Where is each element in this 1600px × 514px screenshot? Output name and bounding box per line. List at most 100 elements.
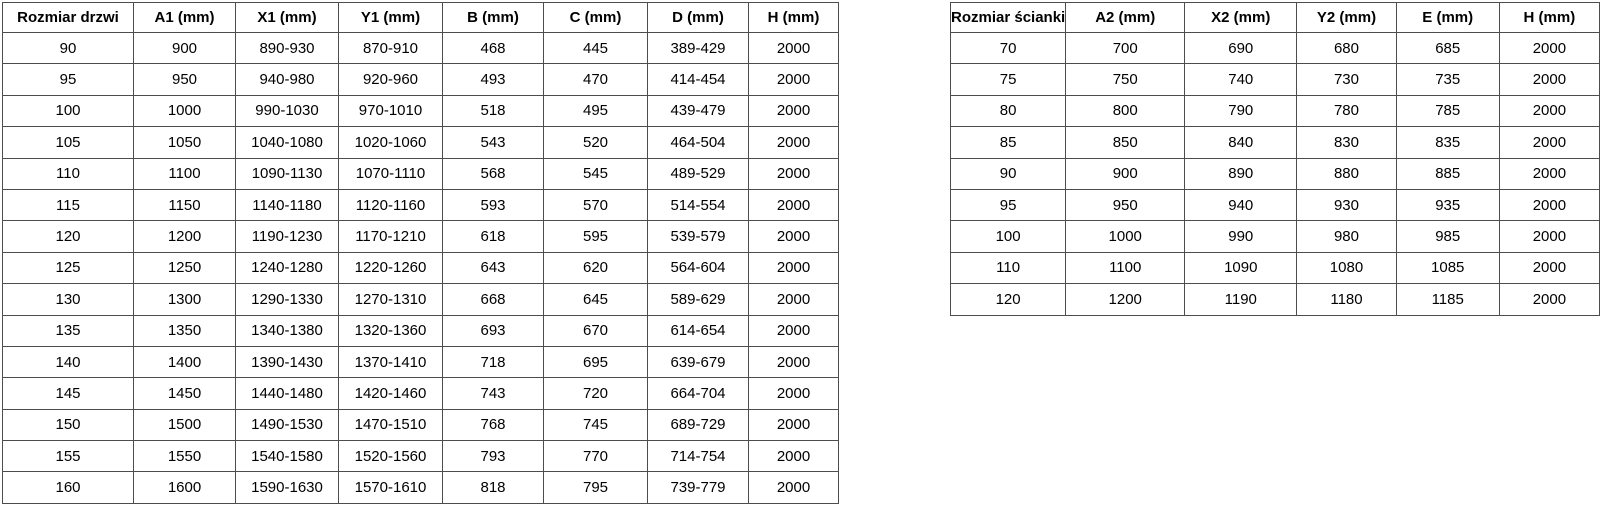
table-cell: 130 — [2, 283, 134, 316]
table-cell: 1120-1160 — [338, 188, 443, 222]
table-row: 115 1150 1140-1180 1120-1160 593 570 514-554 20… — [2, 188, 839, 222]
table-cell: 140 — [2, 345, 134, 379]
table-cell: 2000 — [1498, 94, 1600, 128]
table-cell: 1000 — [1065, 220, 1186, 253]
table-row: 110 1100 1090-1130 1070-1110 568 545 489-529 20… — [2, 157, 839, 190]
table-cell: 830 — [1296, 126, 1397, 159]
table-cell: 1220-1260 — [338, 251, 443, 285]
table-cell: 1185 — [1395, 283, 1500, 316]
table-cell: 120 — [949, 283, 1067, 316]
table-cell: 990 — [1184, 220, 1298, 253]
table-cell: 900 — [133, 31, 236, 65]
header-cell: E (mm) — [1395, 2, 1500, 33]
table-row: 150 1500 1490-1530 1470-1510 768 745 689-729 20… — [2, 408, 839, 442]
table-cell: 100 — [949, 220, 1067, 253]
header-cell: X2 (mm) — [1184, 2, 1298, 33]
table-cell: 90 — [949, 157, 1067, 190]
table-cell: 718 — [442, 345, 544, 379]
table-cell: 80 — [949, 94, 1067, 128]
table-cell: 1070-1110 — [338, 157, 443, 190]
table-cell: 739-779 — [647, 471, 749, 504]
table-cell: 2000 — [748, 31, 839, 65]
table-cell: 1490-1530 — [235, 408, 339, 442]
table-cell: 593 — [442, 188, 544, 222]
table-cell: 2000 — [748, 408, 839, 442]
table-row: 90 900 890 880 885 2000 — [949, 157, 1600, 190]
table-cell: 1340-1380 — [235, 314, 339, 347]
table-row: 95 950 940 930 935 2000 — [949, 188, 1600, 222]
table-cell: 120 — [2, 220, 134, 253]
header-cell: D (mm) — [647, 2, 749, 33]
table-row: 145 1450 1440-1480 1420-1460 743 720 664-704 20… — [2, 377, 839, 410]
table-cell: 768 — [442, 408, 544, 442]
door-table-header-row: Rozmiar drzwi A1 (mm) X1 (mm) Y1 (mm) B (mm)… — [2, 2, 839, 33]
table-cell: 1240-1280 — [235, 251, 339, 285]
table-cell: 495 — [543, 94, 648, 128]
table-cell: 890-930 — [235, 31, 339, 65]
header-cell: B (mm) — [442, 2, 544, 33]
table-cell: 1590-1630 — [235, 471, 339, 504]
table-row: 140 1400 1390-1430 1370-1410 718 695 639-679 20… — [2, 345, 839, 379]
table-cell: 785 — [1395, 94, 1500, 128]
table-cell: 545 — [543, 157, 648, 190]
table-cell: 1000 — [133, 94, 236, 128]
table-cell: 468 — [442, 31, 544, 65]
table-cell: 1270-1310 — [338, 283, 443, 316]
wall-table-body: 70 700 690 680 685 2000 75 750 740 730 735 2000 80 80… — [949, 31, 1600, 316]
table-cell: 520 — [543, 126, 648, 159]
table-cell: 570 — [543, 188, 648, 222]
table-cell: 980 — [1296, 220, 1397, 253]
table-cell: 930 — [1296, 188, 1397, 222]
table-cell: 735 — [1395, 63, 1500, 96]
table-cell: 670 — [543, 314, 648, 347]
table-cell: 639-679 — [647, 345, 749, 379]
header-cell: A1 (mm) — [133, 2, 236, 33]
table-cell: 1190 — [1184, 283, 1298, 316]
table-cell: 1090-1130 — [235, 157, 339, 190]
table-cell: 2000 — [1498, 220, 1600, 253]
table-cell: 445 — [543, 31, 648, 65]
table-row: 130 1300 1290-1330 1270-1310 668 645 589-629 20… — [2, 283, 839, 316]
table-cell: 664-704 — [647, 377, 749, 410]
table-cell: 589-629 — [647, 283, 749, 316]
table-row: 120 1200 1190-1230 1170-1210 618 595 539-579 20… — [2, 220, 839, 253]
table-cell: 75 — [949, 63, 1067, 96]
table-cell: 1140-1180 — [235, 188, 339, 222]
table-cell: 668 — [442, 283, 544, 316]
table-cell: 2000 — [748, 157, 839, 190]
table-cell: 1350 — [133, 314, 236, 347]
table-cell: 1190-1230 — [235, 220, 339, 253]
table-cell: 539-579 — [647, 220, 749, 253]
table-cell: 950 — [133, 63, 236, 96]
table-cell: 835 — [1395, 126, 1500, 159]
table-cell: 2000 — [748, 220, 839, 253]
table-cell: 145 — [2, 377, 134, 410]
table-cell: 990-1030 — [235, 94, 339, 128]
table-cell: 1540-1580 — [235, 440, 339, 473]
table-row: 100 1000 990 980 985 2000 — [949, 220, 1600, 253]
table-cell: 620 — [543, 251, 648, 285]
table-cell: 689-729 — [647, 408, 749, 442]
table-cell: 680 — [1296, 31, 1397, 65]
table-row: 70 700 690 680 685 2000 — [949, 31, 1600, 65]
table-row: 75 750 740 730 735 2000 — [949, 63, 1600, 96]
table-cell: 155 — [2, 440, 134, 473]
table-cell: 730 — [1296, 63, 1397, 96]
table-cell: 1290-1330 — [235, 283, 339, 316]
table-cell: 985 — [1395, 220, 1500, 253]
header-cell: Rozmiar drzwi — [2, 2, 134, 33]
table-cell: 770 — [543, 440, 648, 473]
header-cell: Y1 (mm) — [338, 2, 443, 33]
table-cell: 1100 — [1065, 251, 1186, 285]
table-cell: 1040-1080 — [235, 126, 339, 159]
table-cell: 1600 — [133, 471, 236, 504]
table-cell: 880 — [1296, 157, 1397, 190]
table-cell: 645 — [543, 283, 648, 316]
table-cell: 1090 — [1184, 251, 1298, 285]
table-cell: 700 — [1065, 31, 1186, 65]
table-row: 120 1200 1190 1180 1185 2000 — [949, 283, 1600, 316]
table-cell: 414-454 — [647, 63, 749, 96]
door-table-body: 90 900 890-930 870-910 468 445 389-429 2000 95 95… — [2, 31, 839, 504]
table-cell: 1020-1060 — [338, 126, 443, 159]
table-cell: 793 — [442, 440, 544, 473]
